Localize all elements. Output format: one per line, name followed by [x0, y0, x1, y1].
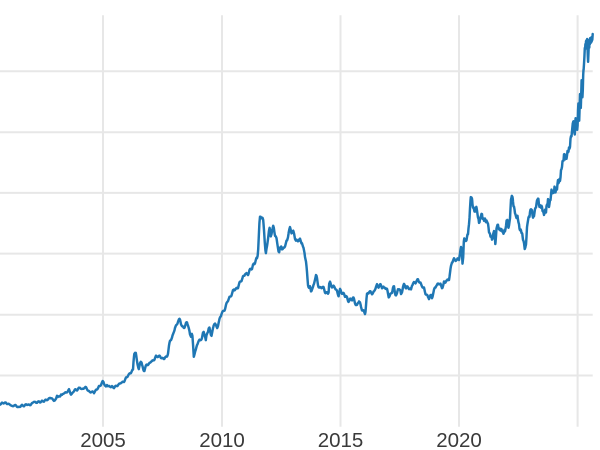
svg-text:2020: 2020 [436, 429, 482, 450]
svg-text:2005: 2005 [80, 429, 126, 450]
svg-text:2010: 2010 [199, 429, 245, 450]
svg-text:2015: 2015 [318, 429, 364, 450]
